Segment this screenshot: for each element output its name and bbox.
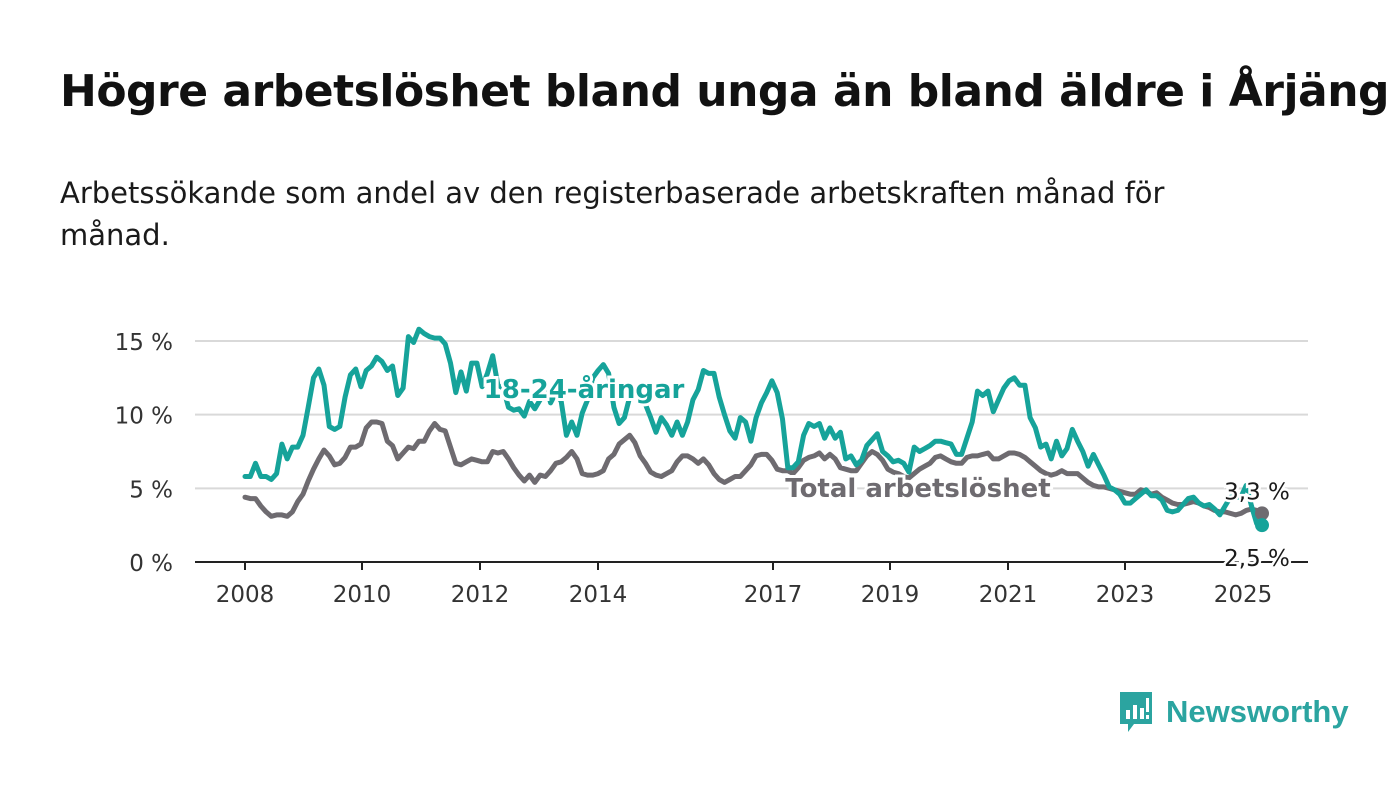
x-tick-label: 2014	[569, 582, 628, 608]
series-label-youth: 18-24-åringar	[484, 373, 685, 405]
chart-title: Högre arbetslöshet bland unga än bland ä…	[60, 66, 1390, 117]
x-tick-label: 2017	[744, 582, 803, 608]
bar-chart-speech-bubble-icon	[1120, 692, 1152, 732]
x-tick-label: 2025	[1214, 582, 1273, 608]
end-label-total: 3,3 %	[1224, 479, 1290, 505]
y-tick-label: 10 %	[115, 404, 173, 430]
newsworthy-logo: Newsworthy	[1118, 690, 1349, 734]
series-line-youth	[242, 326, 1265, 528]
y-tick-label: 15 %	[115, 330, 173, 356]
end-point-total	[1255, 506, 1269, 521]
x-tick-label: 2019	[861, 582, 920, 608]
x-tick-label: 2012	[451, 582, 510, 608]
x-tick-label: 2023	[1096, 582, 1155, 608]
end-label-youth: 2,5 %	[1224, 546, 1290, 572]
y-tick-label: 0 %	[129, 551, 173, 577]
series-line-total	[242, 419, 1265, 519]
end-point-youth	[1255, 518, 1269, 533]
x-tick-label: 2021	[979, 582, 1038, 608]
x-tick-label: 2010	[333, 582, 392, 608]
series-label-total: Total arbetslöshet	[785, 474, 1050, 504]
y-tick-label: 5 %	[129, 477, 173, 503]
chart-subtitle: Arbetssökande som andel av den registerb…	[60, 176, 1165, 252]
x-tick-label: 2008	[216, 582, 275, 608]
brand-name: Newsworthy	[1166, 694, 1349, 729]
